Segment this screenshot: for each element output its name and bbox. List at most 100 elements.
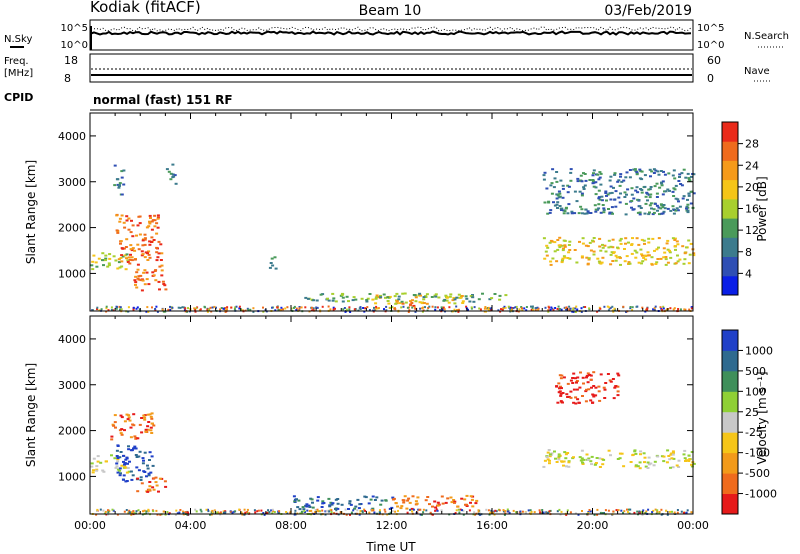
data-cell-3 <box>126 418 130 421</box>
freq-panel-frame <box>89 53 694 83</box>
ground-cell <box>593 513 596 516</box>
data-cell-2 <box>164 485 168 488</box>
data-cell-2 <box>145 271 149 274</box>
data-cell-6 <box>671 466 675 469</box>
data-cell-8 <box>678 258 682 261</box>
ground-cell <box>545 511 548 514</box>
ground-cell <box>596 310 599 313</box>
data-cell-9 <box>628 169 632 171</box>
data-cell-7 <box>599 373 603 376</box>
ground-cell <box>635 305 638 308</box>
data-cell-8 <box>643 242 646 245</box>
data-cell-9 <box>666 188 670 191</box>
data-cell-4 <box>347 508 350 510</box>
ground-cell <box>417 508 420 511</box>
data-cell-9 <box>619 192 622 195</box>
data-cell-3 <box>132 413 136 416</box>
data-cell-4 <box>301 506 305 509</box>
ground-cell <box>669 510 671 513</box>
ground-cell <box>612 310 615 313</box>
data-cell-1 <box>153 225 157 228</box>
ground-cell <box>285 511 288 513</box>
ground-cell <box>435 508 438 511</box>
ground-cell <box>652 308 655 311</box>
ground-cell <box>222 510 225 513</box>
data-cell-1 <box>115 214 119 217</box>
ground-cell <box>511 307 514 309</box>
ground-cell <box>530 308 533 311</box>
ground-cell <box>588 509 591 511</box>
data-cell-9 <box>608 212 612 215</box>
data-cell-9 <box>604 190 608 193</box>
data-cell-9 <box>594 193 598 196</box>
data-cell-8 <box>558 246 562 249</box>
beam-title: Beam 10 <box>359 3 422 19</box>
y-tick-label: 4000 <box>58 333 86 346</box>
ground-cell <box>511 308 514 311</box>
ground-cell <box>492 511 495 514</box>
data-cell-1 <box>124 458 128 461</box>
data-cell-4 <box>167 170 171 173</box>
x-tick-label: 00:00 <box>74 519 106 532</box>
ground-cell <box>217 512 220 515</box>
data-cell-8 <box>607 239 611 242</box>
ground-cell <box>606 305 609 308</box>
data-cell-9 <box>633 168 637 171</box>
data-cell-4 <box>293 500 297 503</box>
ground-cell <box>156 310 159 313</box>
ground-cell <box>568 305 571 308</box>
data-cell-9 <box>638 213 642 216</box>
ground-cell <box>564 307 567 310</box>
data-cell-9 <box>552 186 556 189</box>
data-cell-9 <box>623 191 627 194</box>
data-cell-9 <box>612 186 615 189</box>
colorbar-tick-label: 24 <box>745 159 759 172</box>
data-cell-8 <box>675 240 679 243</box>
ground-cell <box>211 509 214 512</box>
data-cell-9 <box>542 174 546 177</box>
ground-cell <box>290 307 293 310</box>
data-cell-9 <box>583 173 587 175</box>
ground-cell <box>310 509 313 512</box>
data-cell-8 <box>692 252 696 255</box>
data-cell-1 <box>115 229 119 232</box>
data-cell-1 <box>144 251 148 254</box>
ground-cell <box>353 308 356 311</box>
data-cell-8 <box>627 261 631 264</box>
data-cell-6 <box>379 296 383 299</box>
freq-panel: Freq. [MHz] 18 8 60 0 Nave <box>4 53 772 85</box>
data-cell-8 <box>568 249 572 251</box>
data-cell-6 <box>646 461 650 464</box>
ground-cell <box>110 306 113 309</box>
ground-cell <box>525 309 528 312</box>
data-cell-3 <box>122 169 126 172</box>
data-cell-6 <box>360 297 364 300</box>
ground-cell <box>154 308 157 310</box>
data-cell-8 <box>561 249 565 252</box>
ground-cell <box>135 510 138 513</box>
ground-cell <box>324 513 327 516</box>
data-cell-5 <box>465 503 469 506</box>
ground-cell <box>266 511 269 514</box>
data-cell-9 <box>545 187 549 190</box>
data-cell-8 <box>662 247 666 250</box>
data-cell-0 <box>112 255 116 258</box>
ground-cell <box>402 305 405 308</box>
data-cell-9 <box>660 182 664 185</box>
data-cell-1 <box>148 451 152 454</box>
ground-cell <box>673 307 676 310</box>
data-cell-6 <box>464 295 468 298</box>
colorbar-swatch <box>722 370 738 392</box>
data-cell-5 <box>437 296 441 299</box>
data-cell-9 <box>602 211 606 214</box>
colorbar-swatch <box>722 160 738 181</box>
ground-cell <box>262 310 265 313</box>
data-cell-6 <box>481 292 484 295</box>
data-cell-7 <box>609 380 613 383</box>
data-cell-9 <box>575 200 579 203</box>
data-cell-0 <box>95 465 99 468</box>
ground-cell <box>304 306 307 309</box>
ground-cell <box>349 311 352 313</box>
data-cell-7 <box>569 379 573 382</box>
data-cell-6 <box>498 298 502 301</box>
